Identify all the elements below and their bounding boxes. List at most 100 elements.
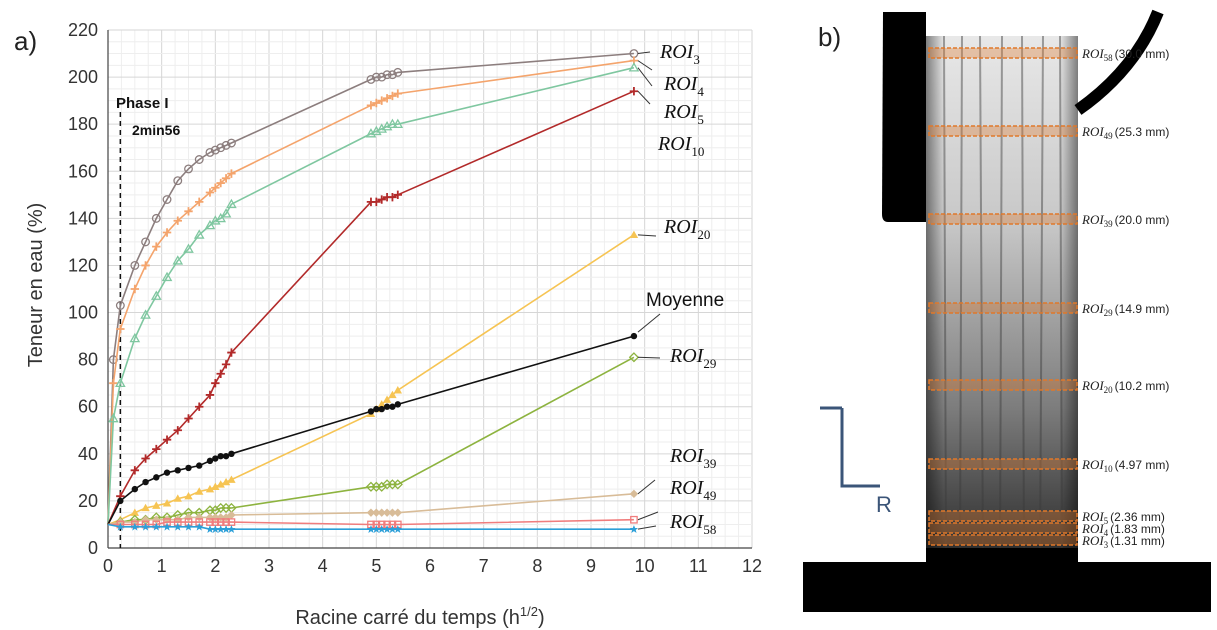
series-roi-20-point xyxy=(221,477,231,486)
series-label-leader xyxy=(637,511,659,521)
series-moyenne-point xyxy=(378,405,385,413)
series-roi-3-point xyxy=(115,301,125,310)
roi-label-4: ROI4 (1.83 mm) xyxy=(1081,521,1165,538)
series-moyenne-point xyxy=(163,469,171,476)
series-roi-20-point xyxy=(382,395,392,403)
series-roi-20-point xyxy=(173,494,182,502)
series-roi-5-point xyxy=(150,290,162,300)
x-tick-label: 12 xyxy=(742,556,762,576)
series-roi-4-point xyxy=(109,378,118,388)
x-tick-label: 7 xyxy=(479,556,489,576)
sample-fibers xyxy=(943,35,1063,561)
y-tick-label: 0 xyxy=(88,538,98,558)
series-label-roi-20: ROI20 xyxy=(663,216,710,242)
series-label-leader xyxy=(637,60,653,71)
series-roi-3-point xyxy=(130,261,140,270)
series-roi-3-point xyxy=(377,72,387,82)
x-tick-label: 11 xyxy=(689,556,708,576)
roi-box-4 xyxy=(928,522,1078,534)
series-label-leader xyxy=(637,356,661,359)
series-roi-10-point xyxy=(388,192,397,202)
series-roi-10-point xyxy=(211,378,220,388)
series-moyenne-point xyxy=(383,403,391,410)
series-roi-20-point xyxy=(629,230,639,239)
series-roi-10-point xyxy=(629,87,639,96)
series-roi-20-point xyxy=(130,508,140,516)
series-moyenne-point xyxy=(228,450,235,458)
series-roi-20-point xyxy=(162,499,172,507)
series-moyenne-point xyxy=(367,408,375,415)
series-roi-4-point xyxy=(366,101,376,110)
x-tick-label: 2 xyxy=(210,556,220,576)
series-roi-5-point xyxy=(183,243,194,253)
series-label-roi-3: ROI3 xyxy=(659,41,700,67)
series-roi-58-point xyxy=(211,525,220,533)
panel-a-letter: a) xyxy=(14,26,37,56)
series-label-roi-4: ROI4 xyxy=(663,73,704,99)
roi-label-10: ROI10 (4.97 mm) xyxy=(1081,457,1169,474)
series-moyenne-point xyxy=(212,455,219,462)
series-roi-5-point xyxy=(204,219,216,230)
series-roi-58-point xyxy=(173,522,182,531)
series-label-roi-5: ROI5 xyxy=(663,101,704,127)
series-label-leader xyxy=(637,479,656,495)
x-tick-label: 6 xyxy=(425,556,435,576)
series-label-moyenne: Moyenne xyxy=(646,290,724,311)
roi-box-3 xyxy=(928,534,1078,546)
series-roi-20-point xyxy=(205,484,215,493)
x-tick-label: 3 xyxy=(264,556,274,576)
holder-arm xyxy=(1074,9,1164,115)
y-tick-label: 220 xyxy=(68,20,98,40)
series-roi-58-point xyxy=(388,525,397,533)
y-tick-label: 60 xyxy=(78,397,98,417)
series-label-leader xyxy=(637,51,651,55)
series-roi-10 xyxy=(107,87,639,525)
series-roi-49-point xyxy=(630,515,638,524)
series-roi-3 xyxy=(107,49,639,525)
roi-boxes xyxy=(928,47,1078,546)
series-roi-58-point xyxy=(205,525,214,533)
series-label-roi-10: ROI10 xyxy=(657,133,704,159)
series-moyenne-point xyxy=(142,478,149,486)
series-label-roi-58: ROI58 xyxy=(669,511,716,537)
series-moyenne-point xyxy=(206,457,214,465)
orientation-axis-label: R xyxy=(876,492,892,517)
series-roi-4-point xyxy=(205,188,215,197)
series-label-roi-29: ROI29 xyxy=(669,345,716,371)
roi-label-39: ROI39 (20.0 mm) xyxy=(1081,212,1169,229)
series-roi-3-point xyxy=(173,176,183,186)
series-label-leader xyxy=(637,67,653,87)
phase-label: Phase I xyxy=(116,95,169,112)
series-roi-4-point xyxy=(221,174,231,183)
series-moyenne-point xyxy=(174,467,181,474)
base-plate xyxy=(803,548,1211,612)
series-roi-3-point xyxy=(151,213,161,223)
series-roi-39-point xyxy=(195,513,204,522)
series-roi-39-point xyxy=(629,489,639,499)
series-roi-5 xyxy=(107,62,640,525)
roi-box-20 xyxy=(928,379,1078,391)
series-roi-5-point xyxy=(215,212,227,223)
series-roi-10-point xyxy=(227,348,236,357)
series-roi-5-point xyxy=(226,198,237,209)
series-roi-5-point xyxy=(392,118,404,129)
series-roi-58-point xyxy=(222,525,231,533)
series-moyenne-point xyxy=(389,403,396,410)
roi-box-39 xyxy=(928,213,1078,225)
series-roi-3-point xyxy=(216,143,226,153)
series-roi-4-point xyxy=(195,197,204,207)
series-roi-10-point xyxy=(221,360,231,369)
series-roi-5-point xyxy=(129,332,141,343)
y-tick-label: 120 xyxy=(68,255,98,275)
series-label-leader xyxy=(637,90,651,105)
series-moyenne-point xyxy=(131,485,139,493)
series-roi-39-point xyxy=(227,510,236,520)
series-roi-58-point xyxy=(377,525,386,533)
series-roi-58-point xyxy=(184,522,193,531)
series-roi-58-point xyxy=(195,522,204,531)
series-roi-5-point xyxy=(161,271,173,282)
series-label-roi-49: ROI49 xyxy=(669,477,716,503)
roi-label-29: ROI29 (14.9 mm) xyxy=(1081,301,1169,318)
series-roi-3-point xyxy=(387,70,397,80)
x-tick-label: 4 xyxy=(318,556,328,576)
